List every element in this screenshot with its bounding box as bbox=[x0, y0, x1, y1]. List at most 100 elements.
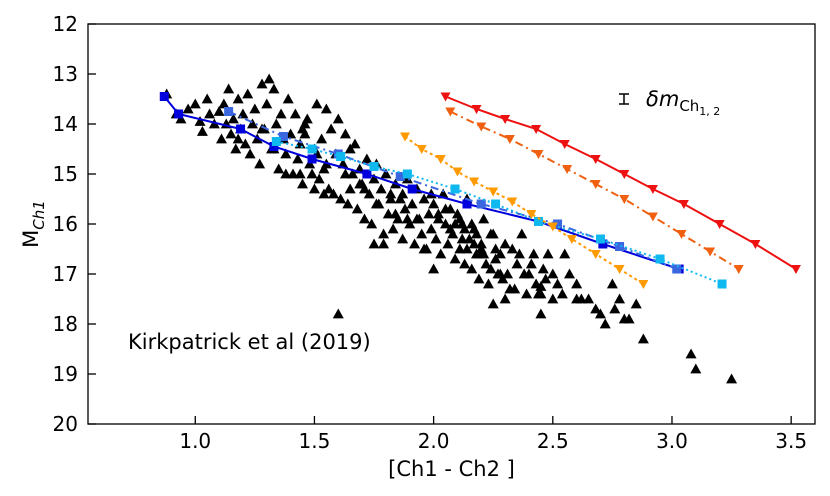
x-tick-label: 1.5 bbox=[299, 429, 331, 453]
scatter-point bbox=[499, 293, 511, 304]
x-tick-label: 3.0 bbox=[656, 429, 688, 453]
scatter-point bbox=[282, 93, 294, 104]
series-point bbox=[590, 180, 601, 189]
scatter-point bbox=[690, 363, 702, 374]
scatter-point bbox=[502, 268, 514, 279]
series-point bbox=[452, 167, 463, 177]
scatter-point bbox=[380, 168, 392, 179]
scatter-point bbox=[454, 243, 466, 254]
scatter-point bbox=[325, 123, 337, 134]
scatter-point bbox=[375, 183, 387, 194]
scatter-point bbox=[239, 138, 251, 149]
scatter-point bbox=[630, 298, 642, 309]
series-point bbox=[416, 145, 427, 154]
scatter-point bbox=[256, 78, 268, 89]
scatter-point bbox=[332, 113, 344, 124]
scatter-point bbox=[230, 143, 242, 154]
scatter-point bbox=[358, 183, 370, 194]
scatter-point bbox=[213, 106, 225, 116]
scatter-point bbox=[351, 203, 363, 214]
scatter-point bbox=[196, 126, 208, 136]
scatter-point bbox=[404, 218, 416, 229]
scatter-point bbox=[442, 238, 454, 249]
scatter-point bbox=[287, 168, 299, 179]
scatter-point bbox=[244, 148, 256, 159]
scatter-point bbox=[401, 213, 413, 224]
scatter-point bbox=[358, 213, 370, 224]
scatter-point bbox=[571, 278, 583, 289]
series-model-red-solid bbox=[440, 92, 801, 274]
scatter-point bbox=[256, 123, 268, 134]
plot-area bbox=[159, 73, 801, 384]
scatter-point bbox=[268, 83, 280, 94]
scatter-point bbox=[559, 248, 571, 259]
series-model-cyan-dotted bbox=[271, 137, 727, 289]
scatter-point bbox=[318, 188, 330, 199]
scatter-point bbox=[430, 233, 442, 244]
series-point bbox=[534, 217, 544, 226]
series-point bbox=[678, 200, 689, 209]
scatter-point bbox=[456, 233, 468, 244]
scatter-point bbox=[275, 108, 287, 119]
scatter-point bbox=[478, 213, 490, 224]
series-point bbox=[369, 162, 379, 171]
scatter-point bbox=[232, 93, 244, 104]
scatter-point bbox=[487, 298, 499, 309]
series-point bbox=[590, 250, 601, 259]
scatter-point bbox=[416, 228, 428, 239]
series-point bbox=[750, 240, 761, 249]
scatter-point bbox=[449, 253, 461, 264]
scatter-point bbox=[428, 263, 440, 274]
series-point bbox=[445, 107, 456, 117]
scatter-point bbox=[516, 228, 528, 239]
series-point bbox=[336, 152, 346, 161]
series-point bbox=[619, 195, 630, 204]
scatter-point bbox=[473, 248, 485, 259]
scatter-point bbox=[461, 243, 473, 254]
series-model-orange-dotted bbox=[400, 132, 649, 289]
scatter-point bbox=[518, 268, 530, 279]
scatter-point bbox=[490, 243, 502, 254]
y-tick-label: 19 bbox=[53, 362, 78, 386]
series-point bbox=[236, 124, 246, 134]
series-point bbox=[159, 92, 169, 101]
scatter-point bbox=[637, 333, 649, 344]
scatter-point bbox=[575, 293, 587, 304]
scatter-point bbox=[335, 193, 347, 204]
scatter-point bbox=[418, 193, 430, 204]
scatter-point bbox=[320, 103, 332, 114]
scatter-point bbox=[425, 223, 437, 234]
scatter-point bbox=[370, 198, 382, 209]
scatter-point bbox=[397, 233, 409, 244]
series-point bbox=[407, 184, 417, 194]
scatter-point bbox=[294, 168, 306, 179]
scatter-point bbox=[382, 208, 394, 219]
scatter-point bbox=[494, 248, 506, 259]
scatter-point bbox=[428, 198, 440, 209]
scatter-point bbox=[306, 168, 318, 179]
scatter-point bbox=[189, 98, 201, 109]
reference-annotation: Kirkpatrick et al (2019) bbox=[128, 330, 371, 354]
scatter-point bbox=[537, 263, 549, 274]
series-point bbox=[733, 265, 744, 274]
series-point bbox=[714, 220, 725, 229]
scatter-point bbox=[344, 183, 356, 194]
y-tick-label: 12 bbox=[53, 12, 78, 36]
errorbar-sub: Ch bbox=[679, 97, 699, 115]
series-model-orangered-dashdot bbox=[445, 107, 744, 274]
y-tick-label: 16 bbox=[53, 212, 78, 236]
scatter-point bbox=[261, 98, 273, 109]
scatter-point bbox=[454, 213, 466, 224]
scatter-point bbox=[263, 73, 275, 84]
scatter-point bbox=[218, 98, 230, 109]
y-axis-ticks: 12 13 14 15 16 17 18 19 20 bbox=[53, 12, 96, 436]
scatter-point bbox=[447, 228, 459, 239]
scatter-point bbox=[301, 113, 313, 124]
scatter-point bbox=[466, 218, 478, 229]
series-point bbox=[547, 222, 558, 232]
series-point bbox=[647, 212, 658, 222]
series-point bbox=[504, 135, 515, 144]
series-point bbox=[402, 169, 412, 179]
series-point bbox=[647, 185, 658, 194]
series-point bbox=[590, 155, 601, 164]
